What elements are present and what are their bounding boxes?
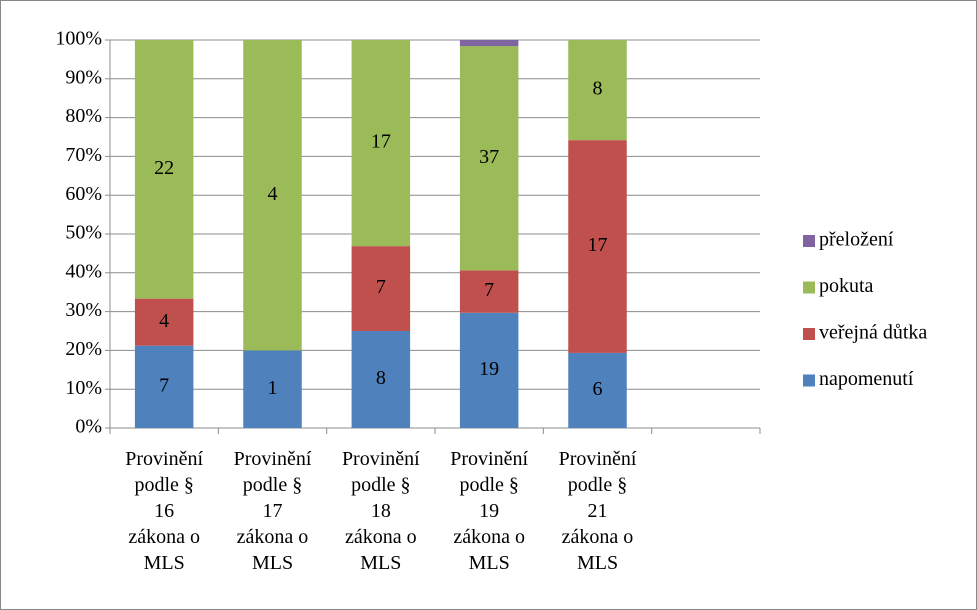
bar-segment: [568, 40, 627, 141]
legend-label: veřejná důtka: [819, 322, 927, 344]
y-tick-label: 100%: [55, 28, 102, 50]
bar-segment: [459, 46, 519, 271]
data-label: 7: [376, 276, 386, 298]
x-tick-label: Provinění podle § 17 zákona o MLS: [233, 448, 312, 574]
legend-swatch: [803, 374, 815, 387]
bar-segment: [459, 40, 519, 47]
bar-segment: [134, 40, 194, 299]
bar-segment: [459, 270, 519, 313]
data-label: 17: [588, 234, 608, 256]
x-tick-label: Provinění podle § 16 zákona o MLS: [125, 448, 204, 574]
bar-segment: [351, 331, 411, 428]
data-label: 4: [268, 183, 278, 205]
data-label: 22: [154, 157, 174, 179]
data-label: 37: [479, 146, 499, 168]
bar-segment: [568, 140, 627, 353]
legend-swatch: [803, 235, 815, 247]
data-label: 7: [159, 374, 169, 396]
y-tick-label: 20%: [65, 338, 102, 360]
y-tick-label: 30%: [65, 299, 102, 321]
y-tick-label: 90%: [65, 66, 102, 88]
y-tick-label: 60%: [65, 183, 102, 205]
legend-label: přeložení: [819, 229, 894, 251]
data-label: 17: [371, 131, 391, 153]
data-label: 8: [593, 78, 603, 100]
data-label: 19: [479, 358, 499, 380]
legend-swatch: [803, 281, 815, 294]
data-label: 1: [268, 377, 278, 399]
x-tick-label: Provinění podle § 21 zákona o MLS: [558, 448, 637, 574]
bar-segment: [351, 246, 411, 331]
data-label: 8: [376, 367, 386, 389]
y-tick-label: 50%: [65, 222, 102, 244]
x-tick-label: Provinění podle § 18 zákona o MLS: [341, 448, 420, 574]
y-tick-label: 40%: [65, 260, 102, 282]
y-tick-label: 80%: [65, 105, 102, 127]
legend-label: napomenutí: [819, 368, 914, 390]
bar-segment: [134, 345, 194, 428]
data-label: 6: [593, 378, 603, 400]
legend-label: pokuta: [819, 275, 874, 297]
y-tick-label: 0%: [75, 416, 102, 438]
bar-segment: [568, 352, 627, 428]
legend-swatch: [803, 328, 815, 340]
bar-segment: [459, 312, 519, 428]
bar-segment: [134, 298, 194, 346]
data-label: 4: [159, 310, 169, 332]
x-tick-label: Provinění podle § 19 zákona o MLS: [450, 448, 529, 574]
bar-segment: [351, 40, 411, 247]
data-label: 7: [484, 279, 494, 301]
y-tick-label: 70%: [65, 144, 102, 166]
bar-segment: [243, 40, 302, 351]
bar-segment: [243, 350, 302, 428]
y-tick-label: 10%: [65, 377, 102, 399]
